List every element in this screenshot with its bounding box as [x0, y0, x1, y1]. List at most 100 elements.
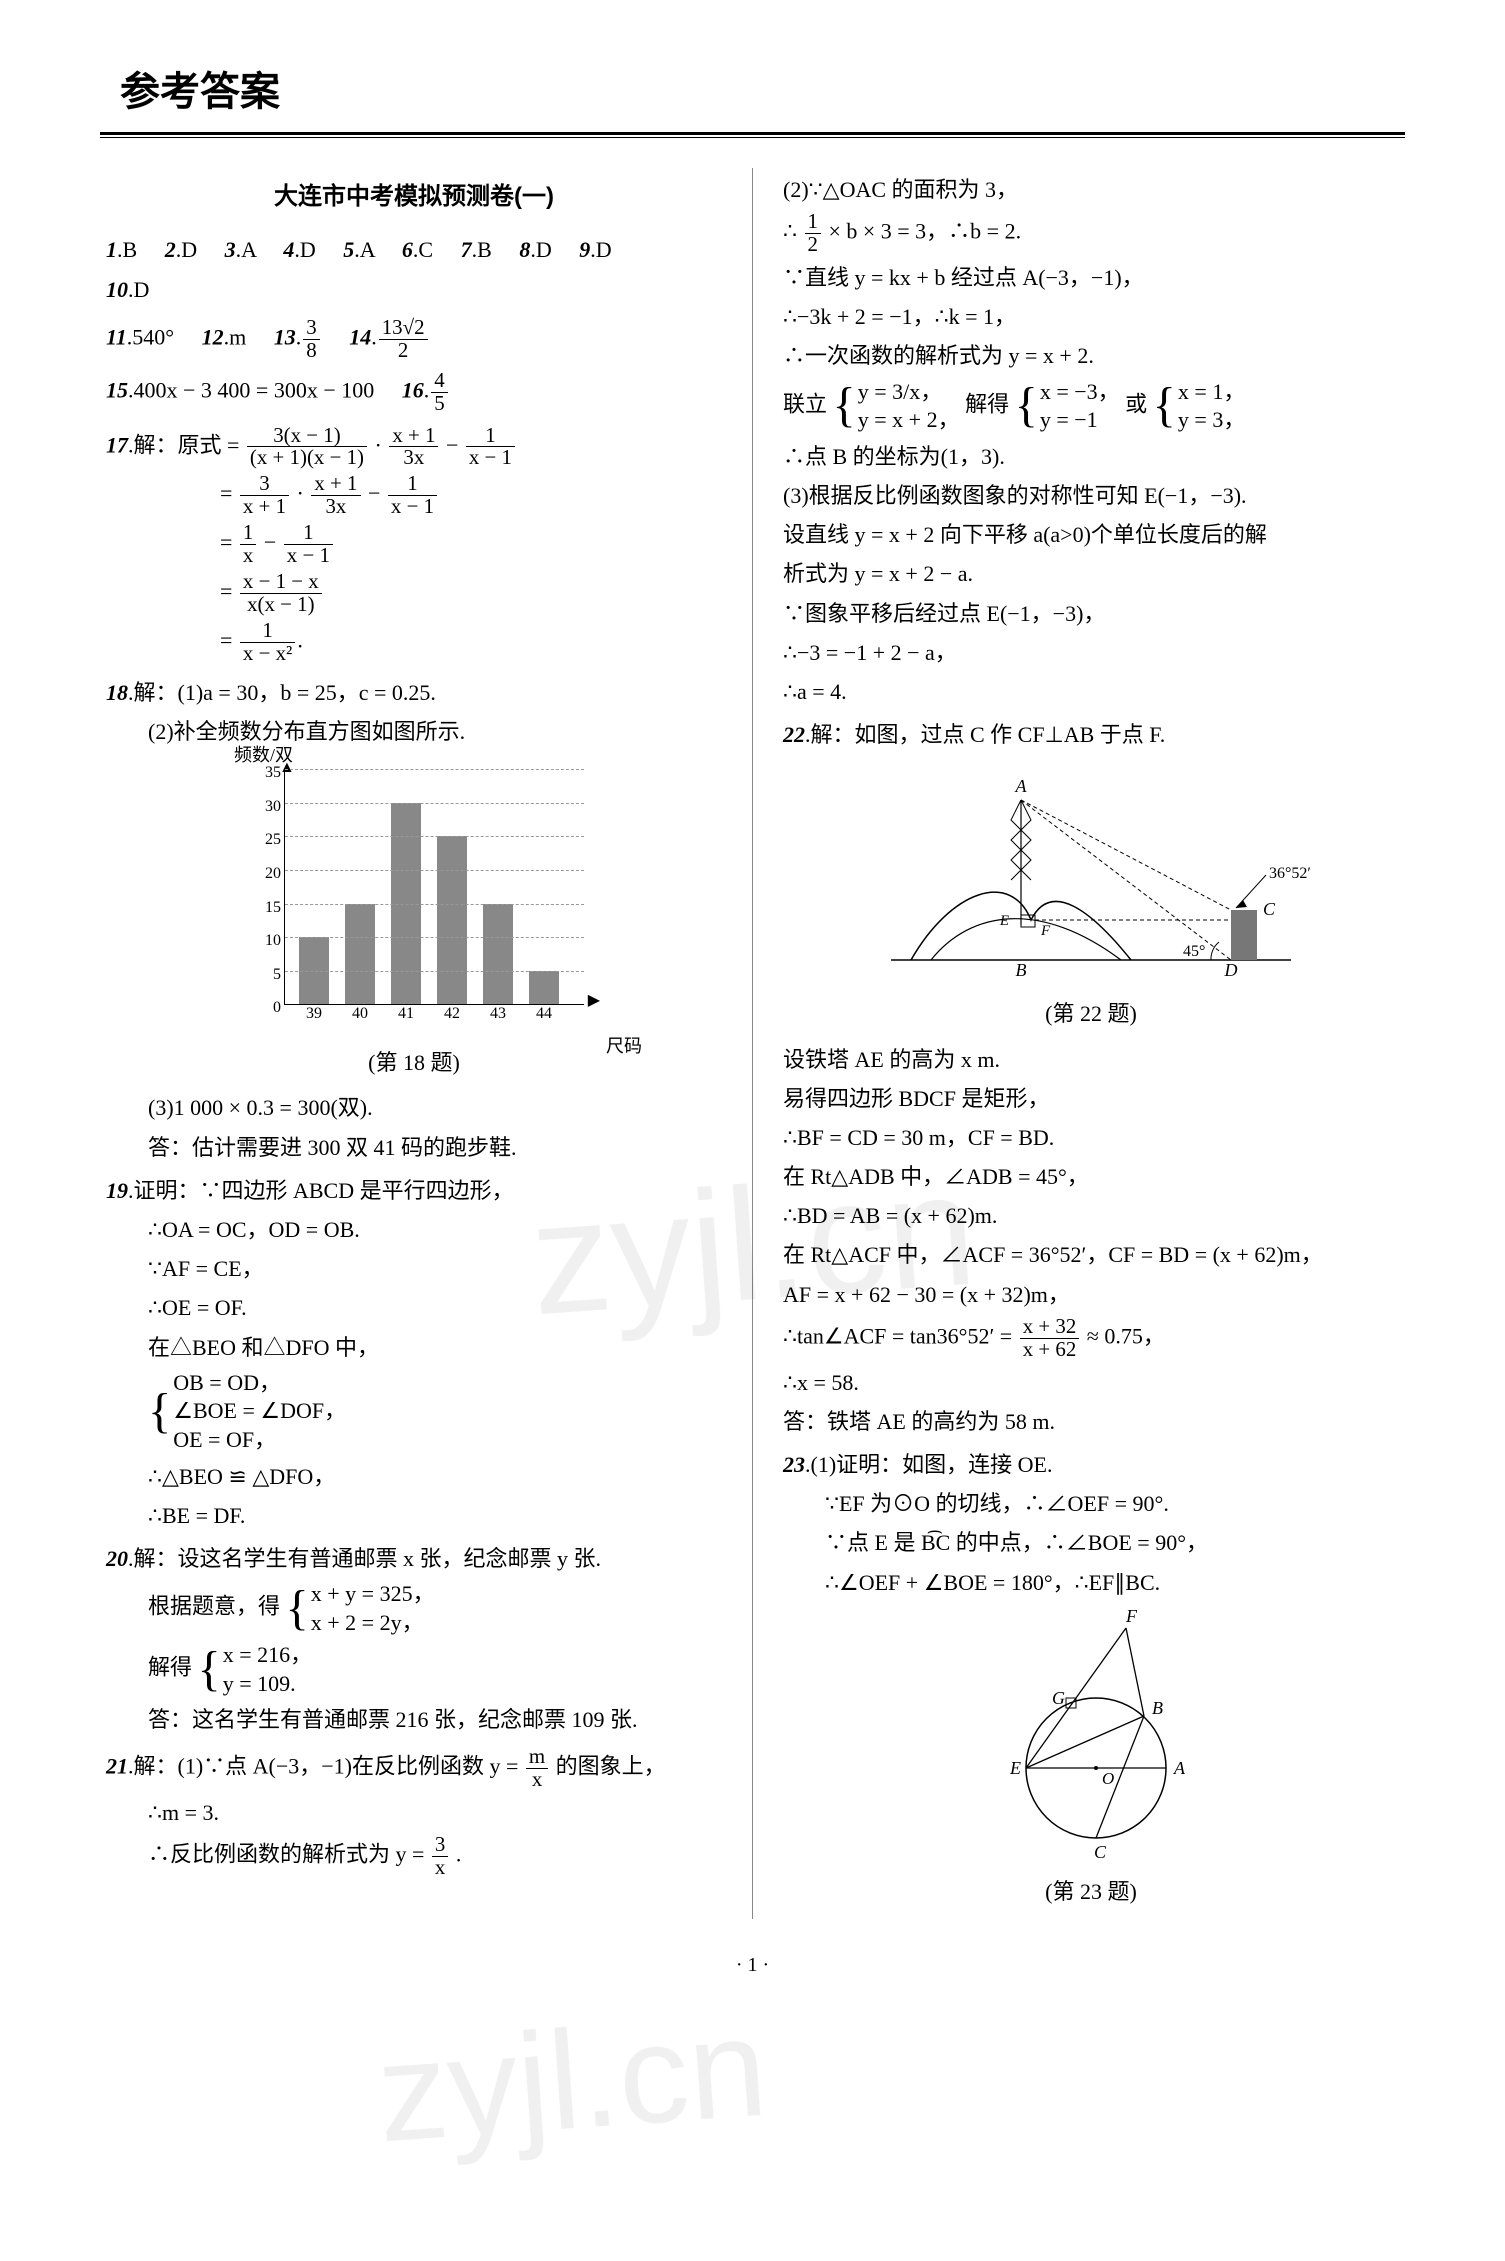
- q22-caption: (第 22 题): [777, 996, 1405, 1031]
- q22-l6: 在 Rt△ACF 中，∠ACF = 36°52′，CF = BD = (x + …: [777, 1237, 1405, 1272]
- chart-bar: [483, 904, 513, 1005]
- q23-l2: ∵EF 为⊙O 的切线，∴∠OEF = 90°.: [777, 1486, 1405, 1521]
- rule-top: [100, 132, 1405, 135]
- svg-text:C: C: [1094, 1842, 1107, 1862]
- svg-text:O: O: [1102, 1769, 1114, 1788]
- q22-head: 22.解：如图，过点 C 作 CF⊥AB 于点 F.: [777, 717, 1405, 752]
- q20-l4: 答：这名学生有普通邮票 216 张，纪念邮票 109 张.: [100, 1702, 728, 1737]
- x-arrow-icon: ▶: [588, 988, 600, 1014]
- q21-l2: ∴m = 3.: [100, 1795, 728, 1830]
- q11-14: 11.540° 12.m 13.38 14.13√22: [100, 317, 728, 362]
- q21c-l12: ∴a = 4.: [777, 674, 1405, 709]
- q21c-l11: ∴−3 = −1 + 2 − a，: [777, 635, 1405, 670]
- mc-row-2: 10.D: [100, 272, 728, 307]
- q19-l6: ∴△BEO ≌ △DFO，: [100, 1459, 728, 1494]
- rule-bot: [100, 137, 1405, 138]
- q18-p3: (3)1 000 × 0.3 = 300(双).: [100, 1090, 728, 1125]
- q17-line5: = 1x − x².: [100, 620, 728, 665]
- q23-l3: ∵点 E 是 B͡C 的中点，∴∠BOE = 90°，: [777, 1525, 1405, 1560]
- gridline: [285, 971, 584, 972]
- q21c-l2: ∴ 12 × b × 3 = 3，∴b = 2.: [777, 211, 1405, 256]
- q20-l3: 解得 { x = 216， y = 109.: [100, 1641, 728, 1698]
- svg-text:E: E: [999, 913, 1009, 929]
- chart-bar: [529, 971, 559, 1005]
- q17-line1: 17.解：原式 = 3(x − 1)(x + 1)(x − 1) · x + 1…: [100, 425, 728, 470]
- q22-l3: ∴BF = CD = 30 m，CF = BD.: [777, 1120, 1405, 1155]
- y-tick: 10: [243, 928, 281, 954]
- q19-l1: 19.证明：∵四边形 ABCD 是平行四边形，: [100, 1173, 728, 1208]
- gridline: [285, 904, 584, 905]
- q23-caption: (第 23 题): [777, 1874, 1405, 1909]
- x-tick: 42: [432, 1001, 472, 1027]
- q21c-l10: ∵图象平移后经过点 E(−1，−3)，: [777, 596, 1405, 631]
- q20-l1: 20.解：设这名学生有普通邮票 x 张，纪念邮票 y 张.: [100, 1541, 728, 1576]
- q19-brace: { OB = OD， ∠BOE = ∠DOF， OE = OF，: [100, 1369, 728, 1455]
- svg-text:F: F: [1040, 923, 1051, 939]
- q22-l7: AF = x + 62 − 30 = (x + 32)m，: [777, 1277, 1405, 1312]
- y-tick: 25: [243, 827, 281, 853]
- q22-l5: ∴BD = AB = (x + 62)m.: [777, 1198, 1405, 1233]
- gridline: [285, 836, 584, 837]
- svg-text:B: B: [1152, 1698, 1163, 1718]
- chart-xlabel: 尺码: [606, 1032, 642, 1061]
- svg-text:A: A: [1173, 1758, 1186, 1778]
- svg-text:D: D: [1224, 960, 1238, 980]
- q22-l4: 在 Rt△ADB 中，∠ADB = 45°，: [777, 1159, 1405, 1194]
- chart-bar: [437, 836, 467, 1004]
- svg-text:A: A: [1015, 776, 1028, 796]
- q17-line2: = 3x + 1 · x + 13x − 1x − 1: [100, 473, 728, 518]
- q22-figure: A E F B C D 36°52′ 45°: [871, 760, 1311, 990]
- q21c-l8: (3)根据反比例函数图象的对称性可知 E(−1，−3).: [777, 478, 1405, 513]
- q22-l8: ∴tan∠ACF = tan36°52′ = x + 32x + 62 ≈ 0.…: [777, 1316, 1405, 1361]
- svg-text:F: F: [1125, 1608, 1138, 1626]
- q21-l3: ∴反比例函数的解析式为 y = 3x .: [100, 1834, 728, 1879]
- q21c-l4: ∴−3k + 2 = −1，∴k = 1，: [777, 299, 1405, 334]
- q18-p1: 18.解：(1)a = 30，b = 25，c = 0.25.: [100, 675, 728, 710]
- mc-row-1: 1.B 2.D 3.A 4.D 5.A 6.C 7.B 8.D 9.D: [100, 232, 728, 267]
- page-number: · 1 ·: [100, 1949, 1405, 1981]
- y-tick: 35: [243, 760, 281, 786]
- q22-l10: 答：铁塔 AE 的高约为 58 m.: [777, 1404, 1405, 1439]
- gridline: [285, 870, 584, 871]
- svg-text:E: E: [1009, 1758, 1021, 1778]
- x-tick: 41: [386, 1001, 426, 1027]
- y-tick: 15: [243, 895, 281, 921]
- svg-text:C: C: [1263, 899, 1276, 919]
- q21c-l9: 设直线 y = x + 2 向下平移 a(a>0)个单位长度后的解: [777, 517, 1405, 552]
- q18-p2: (2)补全频数分布直方图如图所示.: [100, 714, 728, 749]
- q23-l1: 23.(1)证明：如图，连接 OE.: [777, 1447, 1405, 1482]
- svg-text:36°52′: 36°52′: [1269, 865, 1311, 882]
- x-tick: 43: [478, 1001, 518, 1027]
- q15-16: 15.400x − 3 400 = 300x − 100 16.45: [100, 370, 728, 415]
- svg-text:G: G: [1052, 1688, 1065, 1708]
- q18-bar-chart: 频数/双 ▲ 51015202530350394041424344 ▶ 尺码: [234, 759, 594, 1039]
- q19-l3: ∵AF = CE，: [100, 1251, 728, 1286]
- x-tick: 44: [524, 1001, 564, 1027]
- q21c-l9b: 析式为 y = x + 2 − a.: [777, 556, 1405, 591]
- left-column: 大连市中考模拟预测卷(一) 1.B 2.D 3.A 4.D 5.A 6.C 7.…: [100, 168, 728, 1919]
- gridline: [285, 937, 584, 938]
- chart-plot-area: 51015202530350394041424344: [284, 769, 584, 1005]
- y-tick: 30: [243, 794, 281, 820]
- q21c-l3: ∵直线 y = kx + b 经过点 A(−3，−1)，: [777, 260, 1405, 295]
- exam-subheading: 大连市中考模拟预测卷(一): [100, 178, 728, 216]
- q19-l7: ∴BE = DF.: [100, 1498, 728, 1533]
- q23-figure: F G B A E C O: [976, 1608, 1206, 1868]
- q23-l4: ∴∠OEF + ∠BOE = 180°，∴EF∥BC.: [777, 1565, 1405, 1600]
- column-separator: [752, 168, 753, 1919]
- y-tick: 20: [243, 861, 281, 887]
- q17-line4: = x − 1 − xx(x − 1): [100, 571, 728, 616]
- x-tick: 39: [294, 1001, 334, 1027]
- two-column-layout: 大连市中考模拟预测卷(一) 1.B 2.D 3.A 4.D 5.A 6.C 7.…: [100, 168, 1405, 1919]
- svg-text:B: B: [1016, 960, 1027, 980]
- q22-l2: 易得四边形 BDCF 是矩形，: [777, 1081, 1405, 1116]
- svg-text:45°: 45°: [1183, 943, 1205, 960]
- page-title: 参考答案: [100, 60, 1405, 124]
- q20-l2: 根据题意，得 { x + y = 325， x + 2 = 2y，: [100, 1580, 728, 1637]
- q19-l5: 在△BEO 和△DFO 中，: [100, 1330, 728, 1365]
- gridline: [285, 803, 584, 804]
- q19-l4: ∴OE = OF.: [100, 1290, 728, 1325]
- q21c-l6: 联立 { y = 3/x，y = x + 2， 解得 { x = −3，y = …: [777, 378, 1405, 435]
- y-tick: 5: [243, 962, 281, 988]
- q21c-l1: (2)∵△OAC 的面积为 3，: [777, 172, 1405, 207]
